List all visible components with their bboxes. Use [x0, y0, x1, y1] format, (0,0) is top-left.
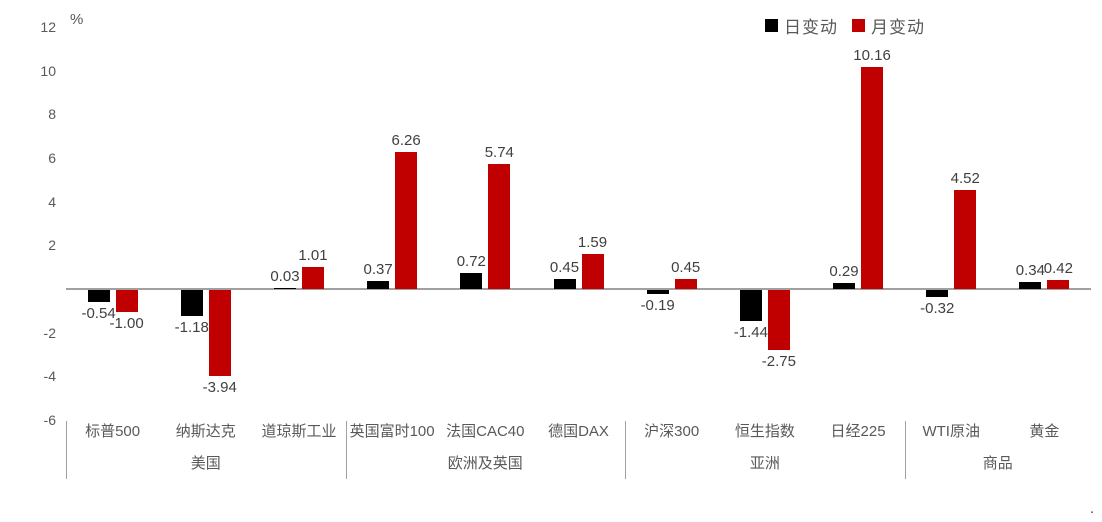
chart-legend: 日变动 月变动: [765, 13, 925, 38]
monthly-change-bar-5: [581, 254, 604, 289]
data-label: 6.26: [391, 132, 421, 150]
group-label: 亚洲: [749, 455, 780, 472]
group-separator-line: [66, 421, 67, 479]
data-label: 1.01: [298, 246, 328, 264]
y-axis-tick-label: -4: [43, 368, 56, 385]
monthly-change-bar-4: [488, 163, 511, 289]
category-label: 黄金: [1029, 423, 1060, 440]
data-label: 5.74: [484, 143, 514, 161]
data-label: -0.19: [640, 297, 675, 315]
daily-change-bar-3: [367, 280, 390, 289]
y-axis-tick-label: 2: [48, 237, 56, 254]
data-label: 0.72: [456, 253, 486, 271]
y-axis-tick-label: 12: [40, 19, 56, 35]
y-axis-tick-label: -2: [43, 324, 56, 341]
x-axis-zero-line: [66, 288, 1091, 290]
legend-item-monthly-change: 月变动: [852, 13, 925, 38]
daily-change-bar-6: [646, 290, 669, 295]
daily-change-bar-10: [1019, 281, 1042, 289]
data-label: -0.54: [81, 304, 116, 322]
group-separator-line: [625, 421, 627, 479]
monthly-change-bar-7: [767, 290, 790, 351]
monthly-change-bar-0: [115, 290, 138, 312]
daily-change-bar-9: [926, 290, 949, 297]
data-label: 4.52: [950, 170, 980, 188]
data-label: -0.32: [920, 299, 955, 317]
y-axis-tick-label: 10: [40, 62, 56, 79]
legend-swatch-daily-change: [765, 19, 778, 32]
data-label: -1.00: [109, 314, 144, 332]
y-axis-tick-label: 8: [48, 106, 56, 123]
trailing-period-mark: .: [1090, 500, 1095, 517]
category-label: 法国CAC40: [446, 423, 525, 440]
data-label: 0.45: [671, 259, 701, 277]
legend-label-daily-change: 日变动: [784, 18, 838, 37]
category-label: 纳斯达克: [175, 423, 236, 440]
data-label: -3.94: [202, 379, 237, 397]
data-label: 0.29: [829, 262, 859, 280]
y-axis-tick-label: 6: [48, 150, 56, 166]
daily-change-bar-8: [833, 282, 856, 289]
category-label: 道琼斯工业: [261, 423, 337, 440]
daily-change-bar-2: [273, 288, 296, 289]
daily-change-bar-7: [739, 290, 762, 322]
data-label: -1.18: [174, 318, 209, 336]
data-label: -2.75: [761, 353, 796, 371]
legend-label-monthly-change: 月变动: [871, 18, 925, 37]
group-separator-line: [904, 421, 906, 479]
monthly-change-bar-9: [954, 190, 977, 289]
category-label: 沪深300: [644, 423, 700, 440]
group-label: 欧洲及英国: [447, 455, 523, 472]
data-label: 0.34: [1015, 261, 1045, 279]
category-label: 日经225: [830, 423, 886, 440]
category-label: 德国DAX: [548, 423, 609, 440]
data-label: 10.16: [853, 47, 891, 65]
data-label: -1.44: [733, 324, 768, 342]
daily-change-bar-1: [180, 290, 203, 316]
data-label: 0.45: [549, 259, 580, 277]
category-label: 恒生指数: [734, 423, 795, 440]
monthly-change-bar-10: [1047, 279, 1070, 289]
daily-change-bar-0: [87, 290, 110, 302]
group-label: 美国: [190, 455, 221, 472]
y-axis-tick-label: -6: [43, 412, 56, 428]
monthly-change-bar-1: [208, 290, 231, 377]
daily-change-bar-4: [460, 273, 483, 289]
y-axis-tick-label: 4: [48, 193, 56, 210]
monthly-change-bar-2: [301, 266, 324, 289]
data-label: 0.03: [270, 268, 300, 286]
legend-item-daily-change: 日变动: [765, 13, 838, 38]
y-axis-unit-label: %: [70, 11, 84, 28]
daily-change-bar-5: [553, 279, 576, 289]
monthly-change-bar-8: [861, 67, 884, 289]
monthly-change-bar-6: [674, 279, 697, 289]
data-label: 1.59: [577, 234, 608, 252]
category-label: WTI原油: [922, 423, 980, 440]
legend-swatch-monthly-change: [852, 19, 865, 32]
category-label: 标普500: [85, 423, 141, 440]
group-separator-line: [345, 421, 347, 479]
monthly-change-bar-3: [395, 152, 418, 289]
data-label: 0.42: [1043, 259, 1073, 277]
data-label: 0.37: [363, 260, 393, 278]
group-label: 商品: [982, 455, 1013, 472]
category-label: 英国富时100: [349, 423, 435, 440]
